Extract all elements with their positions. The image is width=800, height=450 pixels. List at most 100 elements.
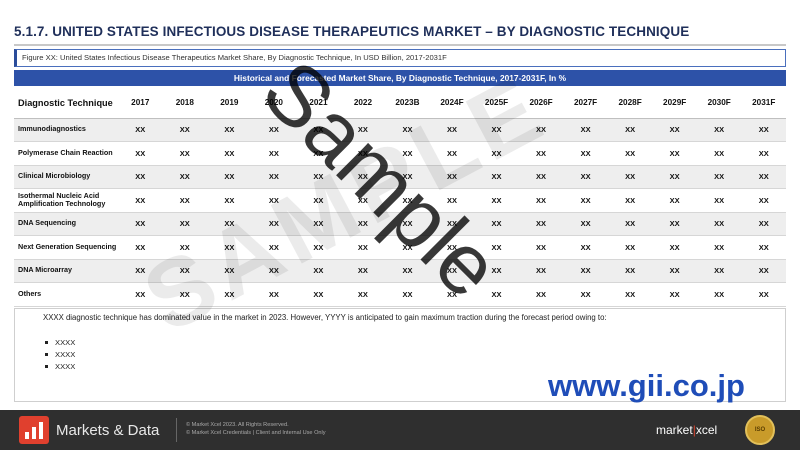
table-cell: XX (251, 282, 297, 307)
list-item: XXXX (43, 349, 75, 361)
footer-legal-line: © Market Xcel 2023. All Rights Reserved. (186, 422, 289, 428)
footer-brand: Markets & Data (56, 422, 160, 439)
table-cell: XX (162, 118, 208, 142)
table-cell: XX (607, 165, 653, 189)
table-cell: XX (518, 118, 564, 142)
row-label: Next Generation Sequencing (14, 235, 118, 260)
page-title-suffix: – BY DIAGNOSTIC TECHNIQUE (481, 24, 690, 39)
table-cell: XX (296, 212, 341, 236)
table-cell: XX (162, 259, 208, 283)
list-item: XXXX (43, 361, 75, 373)
table-cell: XX (474, 259, 519, 283)
table-cell: XX (162, 165, 208, 189)
table-cell: XX (563, 259, 608, 283)
logo-bar (39, 422, 43, 439)
table-cell: XX (207, 165, 252, 189)
table-cell: XX (741, 165, 786, 189)
table-cell: XX (385, 259, 430, 283)
table-cell: XX (251, 235, 297, 260)
bullet-text: XXXX (55, 350, 76, 359)
logo-bar (32, 427, 36, 439)
table-cell: XX (118, 188, 163, 213)
table-cell: XX (340, 118, 386, 142)
table-cell: XX (563, 235, 608, 260)
table-cell: XX (429, 282, 475, 307)
table-cell: XX (118, 259, 163, 283)
table-cell: XX (118, 282, 163, 307)
column-header-year: 2031F (741, 88, 786, 119)
bullet-text: XXXX (55, 362, 76, 371)
table-cell: XX (118, 212, 163, 236)
table-cell: XX (385, 141, 430, 166)
table-cell: XX (296, 282, 341, 307)
table-cell: XX (474, 165, 519, 189)
table-cell: XX (518, 141, 564, 166)
table-cell: XX (607, 188, 653, 213)
table-cell: XX (251, 259, 297, 283)
page-title: 5.1.7. UNITED STATES INFECTIOUS DISEASE … (14, 24, 689, 39)
table-cell: XX (385, 212, 430, 236)
column-header-year: 2024F (429, 88, 475, 119)
marketxcel-logo-right: xcel (695, 423, 718, 437)
analysis-bullets: XXXX XXXX XXXX (43, 337, 75, 373)
table-cell: XX (251, 212, 297, 236)
table-cell: XX (340, 141, 386, 166)
table-cell: XX (474, 188, 519, 213)
table-cell: XX (296, 259, 341, 283)
markets-data-logo-icon (19, 416, 49, 444)
page-title-main: 5.1.7. UNITED STATES INFECTIOUS DISEASE … (14, 24, 482, 39)
table-cell: XX (429, 235, 475, 260)
table-cell: XX (518, 259, 564, 283)
table-cell: XX (696, 259, 742, 283)
table-cell: XX (162, 212, 208, 236)
table-row: DNA Microarray XX XX XX XX XX XX XX XX XX XX XX XX XX… (14, 259, 786, 283)
row-label: DNA Microarray (14, 259, 118, 283)
row-label: Others (14, 282, 118, 307)
table-cell: XX (563, 212, 608, 236)
table-cell: XX (518, 235, 564, 260)
marketxcel-logo-bar: | (692, 423, 696, 437)
column-header-year: 2029F (652, 88, 697, 119)
table-cell: XX (696, 165, 742, 189)
table-cell: XX (162, 235, 208, 260)
table-cell: XX (340, 259, 386, 283)
table-cell: XX (385, 282, 430, 307)
row-label: Clinical Microbiology (14, 165, 118, 189)
table-cell: XX (652, 259, 697, 283)
table-cell: XX (474, 282, 519, 307)
column-header-technique: Diagnostic Technique (14, 88, 118, 119)
table-cell: XX (518, 212, 564, 236)
table-cell: XX (251, 141, 297, 166)
market-share-table: Diagnostic Technique 2017 2018 2019 2020 202… (14, 88, 786, 307)
table-cell: XX (207, 141, 252, 166)
table-cell: XX (741, 212, 786, 236)
table-cell: XX (652, 141, 697, 166)
table-cell: XX (162, 188, 208, 213)
table-cell: XX (340, 282, 386, 307)
table-cell: XX (340, 212, 386, 236)
table-cell: XX (652, 282, 697, 307)
bullet-icon (45, 340, 48, 344)
table-cell: XX (251, 165, 297, 189)
table-cell: XX (207, 118, 252, 142)
table-row: Immunodiagnostics XX XX XX XX XX XX XX XX XX XX XX X… (14, 118, 786, 142)
table-cell: XX (429, 212, 475, 236)
analysis-text: XXXX diagnostic technique has dominated … (43, 313, 607, 322)
table-cell: XX (563, 141, 608, 166)
table-cell: XX (429, 118, 475, 142)
column-header-year: 2027F (563, 88, 608, 119)
table-cell: XX (296, 141, 341, 166)
table-cell: XX (607, 235, 653, 260)
table-cell: XX (652, 188, 697, 213)
table-header-row: Diagnostic Technique 2017 2018 2019 2020 202… (14, 88, 786, 119)
table-cell: XX (563, 118, 608, 142)
table-cell: XX (296, 188, 341, 213)
column-header-year: 2019 (207, 88, 252, 119)
table-cell: XX (652, 165, 697, 189)
table-cell: XX (652, 118, 697, 142)
table-cell: XX (251, 118, 297, 142)
column-header-year: 2021 (296, 88, 341, 119)
table-cell: XX (340, 188, 386, 213)
table-cell: XX (741, 141, 786, 166)
table-cell: XX (696, 141, 742, 166)
